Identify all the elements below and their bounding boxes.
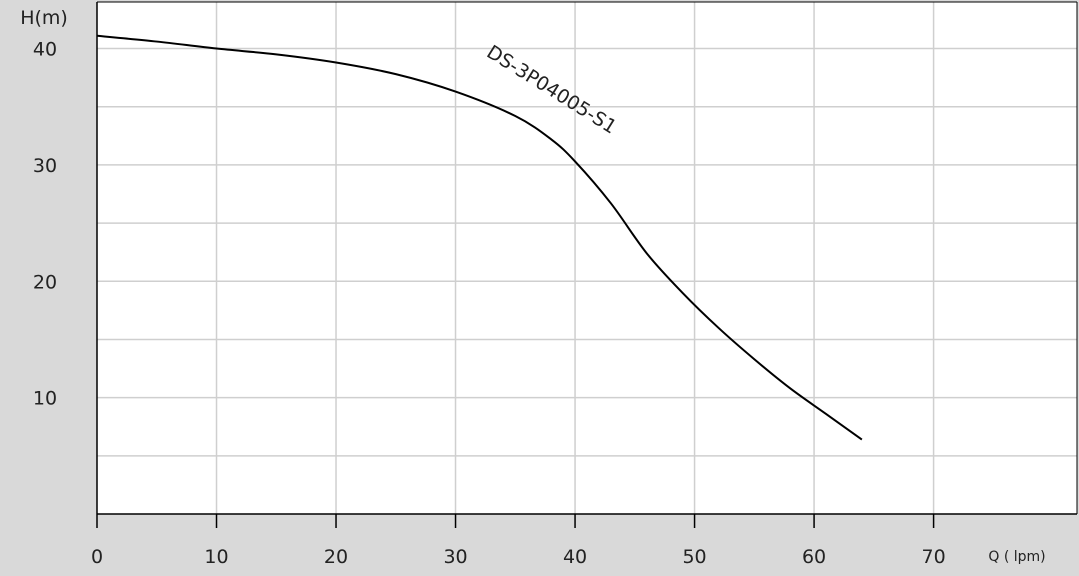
x-tick-label: 60 (802, 546, 826, 568)
grid-lines (97, 2, 1077, 514)
y-axis-title: H(m) (20, 7, 68, 29)
series-line (96, 34, 863, 441)
x-axis-title: Q ( lpm) (988, 549, 1045, 565)
x-tick-label: 50 (682, 546, 706, 568)
axes (96, 1, 1078, 528)
x-tick-label: 0 (91, 546, 103, 568)
plot-area (97, 2, 1077, 514)
x-tick-labels: 0 10 20 30 40 50 60 70 (91, 546, 946, 568)
x-tick-label: 20 (324, 546, 348, 568)
x-tick-label: 30 (443, 546, 467, 568)
y-tick-label: 10 (33, 388, 57, 410)
y-tick-label: 30 (33, 155, 57, 177)
y-tick-labels: 10 20 30 40 (33, 39, 57, 410)
y-tick-label: 20 (33, 271, 57, 293)
x-tick-label: 10 (204, 546, 228, 568)
x-tick-label: 40 (563, 546, 587, 568)
y-tick-label: 40 (33, 39, 57, 61)
x-tick-label: 70 (921, 546, 945, 568)
